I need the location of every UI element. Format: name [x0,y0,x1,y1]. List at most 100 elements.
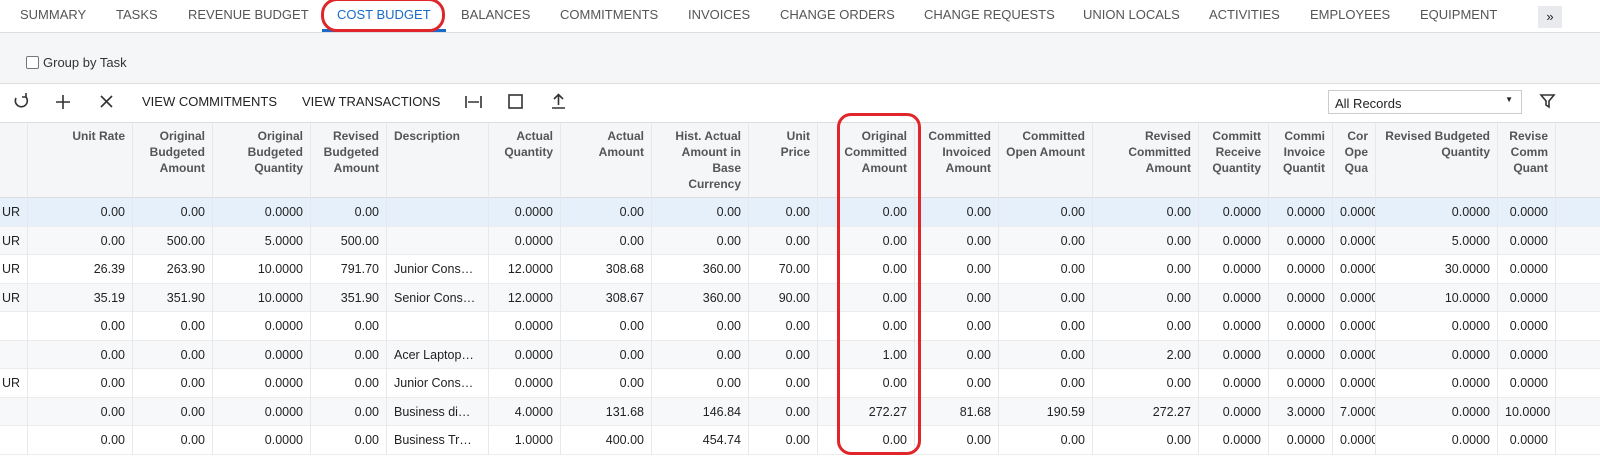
filter-icon[interactable] [1539,94,1556,109]
cell [387,198,489,227]
cell: 0.00 [311,198,387,227]
cell: 0.00 [818,198,915,227]
tab[interactable]: EMPLOYEES [1310,7,1391,22]
cell: 0.00 [999,340,1093,369]
cell: 0.00 [749,397,818,426]
filler [1556,123,1600,198]
cell: 0.0000 [213,198,311,227]
cell: 12.0000 [489,255,561,284]
cell: 0.0000 [1376,426,1498,455]
cell: 0.00 [1093,283,1199,312]
cell: 0.00 [999,369,1093,398]
cell [0,340,28,369]
cell: 0.00 [915,198,999,227]
cell: 0.00 [311,340,387,369]
cell: 0.00 [999,283,1093,312]
cell: 791.70 [311,255,387,284]
cell: 0.0000 [1376,340,1498,369]
tab[interactable]: REVENUE BUDGET [188,7,309,22]
cell: 500.00 [311,226,387,255]
view-transactions[interactable]: VIEW TRANSACTIONS [302,94,441,109]
add-icon[interactable] [56,95,70,109]
cell: 0.00 [749,312,818,341]
cell: 0.0000 [1333,426,1376,455]
tab-highlight [321,0,445,32]
tab[interactable]: COMMITMENTS [560,7,659,22]
tab[interactable]: ACTIVITIES [1209,7,1280,22]
row [0,226,1600,255]
cell: 0.00 [1093,198,1199,227]
tab[interactable]: TASKS [116,7,158,22]
cell: 1.00 [818,340,915,369]
cell: 0.00 [133,397,213,426]
cell: 4.0000 [489,397,561,426]
tab[interactable]: CHANGE REQUESTS [924,7,1055,22]
cell: 0.0000 [213,426,311,455]
cell: UR [0,255,28,284]
cell: 0.0000 [489,198,561,227]
cell [0,397,28,426]
cell: 0.00 [915,340,999,369]
cell: 0.00 [915,369,999,398]
column-header: Original Committed Amount [818,123,915,198]
cell: 26.39 [28,255,133,284]
column-header: Actual Quantity [489,123,561,198]
cell: 0.00 [311,397,387,426]
cell: 12.0000 [489,283,561,312]
cell: 0.00 [915,226,999,255]
column-header: Hist. Actual Amount in Base Currency [652,123,749,198]
checkbox[interactable] [26,56,39,69]
cell: Senior Cons… [387,283,489,312]
fit-icon[interactable] [465,96,482,108]
cell: 0.0000 [489,340,561,369]
cell: 272.27 [1093,397,1199,426]
tab[interactable]: INVOICES [688,7,751,22]
cell: 70.00 [749,255,818,284]
cell: 0.00 [999,226,1093,255]
cell: 0.0000 [1498,283,1556,312]
options-bar [0,33,1600,84]
refresh-icon[interactable] [14,93,29,108]
cell: 1.0000 [489,426,561,455]
records-dropdown[interactable]: All Records ▼ [1328,90,1522,114]
cell: 0.00 [28,198,133,227]
tab[interactable]: SUMMARY [20,7,87,22]
view-commitments[interactable]: VIEW COMMITMENTS [142,94,278,109]
cell: 0.0000 [489,226,561,255]
cell: 0.00 [561,340,652,369]
row [0,283,1600,312]
cell: 10.0000 [1376,283,1498,312]
delete-icon[interactable] [100,95,113,108]
export-icon[interactable] [552,93,565,109]
cell: 0.0000 [1199,198,1269,227]
tab[interactable]: CHANGE ORDERS [780,7,895,22]
row [0,397,1600,426]
cell: 272.27 [818,397,915,426]
cell: 0.0000 [1333,283,1376,312]
cell: 0.00 [818,226,915,255]
cell: 0.00 [561,198,652,227]
cell: 351.90 [311,283,387,312]
cell: 5.0000 [1376,226,1498,255]
cell: 0.00 [999,198,1093,227]
cell: 0.00 [1093,255,1199,284]
cell: 0.00 [818,369,915,398]
cell: 0.0000 [1269,369,1333,398]
row [0,426,1600,455]
cell: 308.67 [561,283,652,312]
toolbar-icons [14,93,1556,109]
tab[interactable]: BALANCES [461,7,531,22]
cell: 0.0000 [1199,426,1269,455]
scroll-tabs[interactable]: » [1538,6,1562,28]
cell: 0.00 [999,426,1093,455]
row [0,369,1600,398]
cell: 0.00 [652,312,749,341]
tab[interactable]: UNION LOCALS [1083,7,1180,22]
cell: 0.00 [818,426,915,455]
excel-icon[interactable] [508,94,523,109]
row [0,255,1600,284]
cell: 2.00 [1093,340,1199,369]
column-header: Unit Price [749,123,818,198]
cell: 0.00 [28,369,133,398]
tab[interactable]: EQUIPMENT [1420,7,1498,22]
